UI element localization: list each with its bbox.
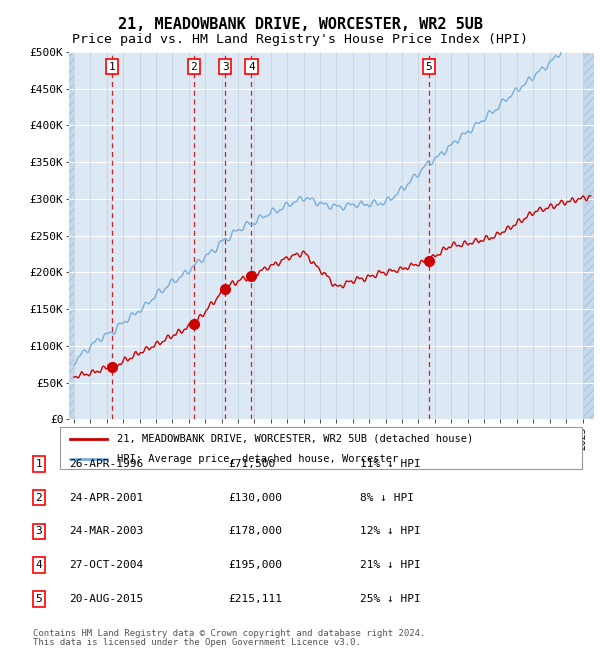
Text: 27-OCT-2004: 27-OCT-2004: [69, 560, 143, 570]
Text: 25% ↓ HPI: 25% ↓ HPI: [360, 594, 421, 604]
FancyBboxPatch shape: [60, 427, 582, 469]
Text: £178,000: £178,000: [228, 526, 282, 536]
Text: This data is licensed under the Open Government Licence v3.0.: This data is licensed under the Open Gov…: [33, 638, 361, 647]
Text: £130,000: £130,000: [228, 493, 282, 502]
Text: £215,111: £215,111: [228, 594, 282, 604]
Text: 20-AUG-2015: 20-AUG-2015: [69, 594, 143, 604]
Text: 1: 1: [35, 459, 43, 469]
Text: Price paid vs. HM Land Registry's House Price Index (HPI): Price paid vs. HM Land Registry's House …: [72, 32, 528, 46]
Text: 5: 5: [425, 62, 432, 72]
Text: 8% ↓ HPI: 8% ↓ HPI: [360, 493, 414, 502]
Text: 4: 4: [35, 560, 43, 570]
Text: 4: 4: [248, 62, 255, 72]
Text: £195,000: £195,000: [228, 560, 282, 570]
Text: 2: 2: [190, 62, 197, 72]
Text: 5: 5: [35, 594, 43, 604]
Text: Contains HM Land Registry data © Crown copyright and database right 2024.: Contains HM Land Registry data © Crown c…: [33, 629, 425, 638]
Text: 3: 3: [222, 62, 229, 72]
Text: 1: 1: [109, 62, 115, 72]
Text: £71,500: £71,500: [228, 459, 275, 469]
Text: 26-APR-1996: 26-APR-1996: [69, 459, 143, 469]
Text: 24-APR-2001: 24-APR-2001: [69, 493, 143, 502]
Text: HPI: Average price, detached house, Worcester: HPI: Average price, detached house, Worc…: [118, 454, 398, 463]
Text: 24-MAR-2003: 24-MAR-2003: [69, 526, 143, 536]
Text: 21% ↓ HPI: 21% ↓ HPI: [360, 560, 421, 570]
Text: 3: 3: [35, 526, 43, 536]
Text: 12% ↓ HPI: 12% ↓ HPI: [360, 526, 421, 536]
Text: 2: 2: [35, 493, 43, 502]
Text: 21, MEADOWBANK DRIVE, WORCESTER, WR2 5UB: 21, MEADOWBANK DRIVE, WORCESTER, WR2 5UB: [118, 17, 482, 32]
Text: 11% ↓ HPI: 11% ↓ HPI: [360, 459, 421, 469]
Text: 21, MEADOWBANK DRIVE, WORCESTER, WR2 5UB (detached house): 21, MEADOWBANK DRIVE, WORCESTER, WR2 5UB…: [118, 434, 473, 444]
